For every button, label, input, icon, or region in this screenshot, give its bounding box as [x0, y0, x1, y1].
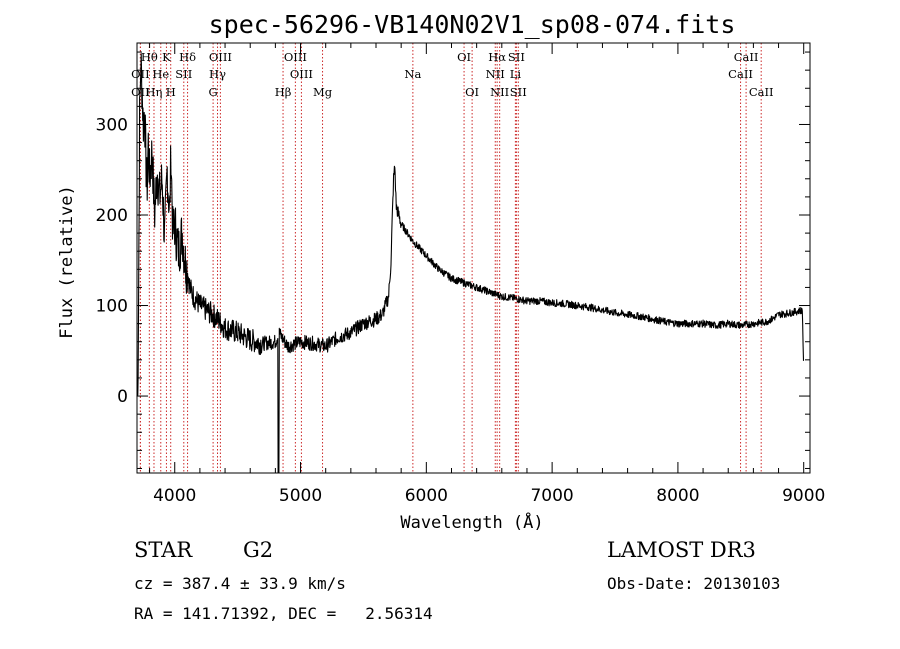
x-tick-label: 6000	[405, 486, 448, 506]
spectral-line-label: Hα	[488, 50, 506, 64]
x-tick-label: 9000	[782, 486, 825, 506]
spectral-line-label: SII	[175, 67, 192, 81]
spectral-line-markers	[139, 43, 762, 473]
y-axis-label: Flux (relative)	[57, 185, 77, 339]
plot-frame	[136, 42, 811, 474]
spectral-line-label: Hη	[146, 85, 163, 99]
spectral-line-label: Li	[510, 67, 522, 81]
spectrum-line	[136, 53, 805, 474]
y-tick-label: 200	[96, 206, 128, 226]
spectral-line-label: SII	[510, 85, 527, 99]
redshift-readout: cz = 387.4 ± 33.9 km/s	[134, 574, 346, 593]
spectral-line-label: Hδ	[179, 50, 196, 64]
spectral-line-label: K	[162, 50, 171, 64]
chart-title: spec-56296-VB140N02V1_sp08-074.fits	[209, 10, 736, 39]
observation-date: Obs-Date: 20130103	[607, 574, 781, 593]
y-tick-label: 0	[117, 387, 128, 407]
y-tick-label: 100	[96, 297, 128, 317]
coordinates-readout: RA = 141.71392, DEC = 2.56314	[134, 604, 433, 623]
spectral-line-label: CaII	[749, 85, 774, 99]
spectral-line-label: OIII	[284, 50, 307, 64]
spectral-line-label: OI	[457, 50, 471, 64]
spectral-line-label: Hθ	[141, 50, 158, 64]
x-tick-label: 7000	[530, 486, 573, 506]
spectral-line-label: Na	[404, 67, 421, 81]
x-axis-label: Wavelength (Å)	[400, 511, 543, 533]
spectral-line-label: NII	[490, 85, 509, 99]
x-tick-label: 4000	[153, 486, 196, 506]
axis-tick-labels: 4000 5000 6000 7000 8000 9000 0 100 200 300	[96, 115, 826, 506]
spectral-line-label: G	[209, 85, 218, 99]
spectral-subclass: G2	[243, 538, 274, 562]
object-class: STAR	[134, 538, 193, 562]
spectral-line-label: SII	[508, 50, 525, 64]
spectral-line-label: OIII	[290, 67, 313, 81]
spectral-line-label: Mg	[313, 85, 333, 99]
spectral-line-label: NII	[486, 67, 505, 81]
y-tick-label: 300	[96, 115, 128, 135]
axis-ticks	[137, 43, 810, 473]
spectral-line-label: Hβ	[275, 85, 292, 99]
spectral-line-label: H	[166, 85, 176, 99]
spectral-line-label: OIII	[209, 50, 232, 64]
spectral-line-label: CaII	[728, 67, 753, 81]
spectral-line-label: He	[152, 67, 169, 81]
survey-name: LAMOST DR3	[607, 538, 756, 562]
spectral-line-label: Hγ	[209, 67, 226, 81]
x-tick-label: 8000	[656, 486, 699, 506]
x-tick-label: 5000	[279, 486, 322, 506]
spectral-line-label: OI	[465, 85, 479, 99]
spectral-line-label: CaII	[734, 50, 759, 64]
